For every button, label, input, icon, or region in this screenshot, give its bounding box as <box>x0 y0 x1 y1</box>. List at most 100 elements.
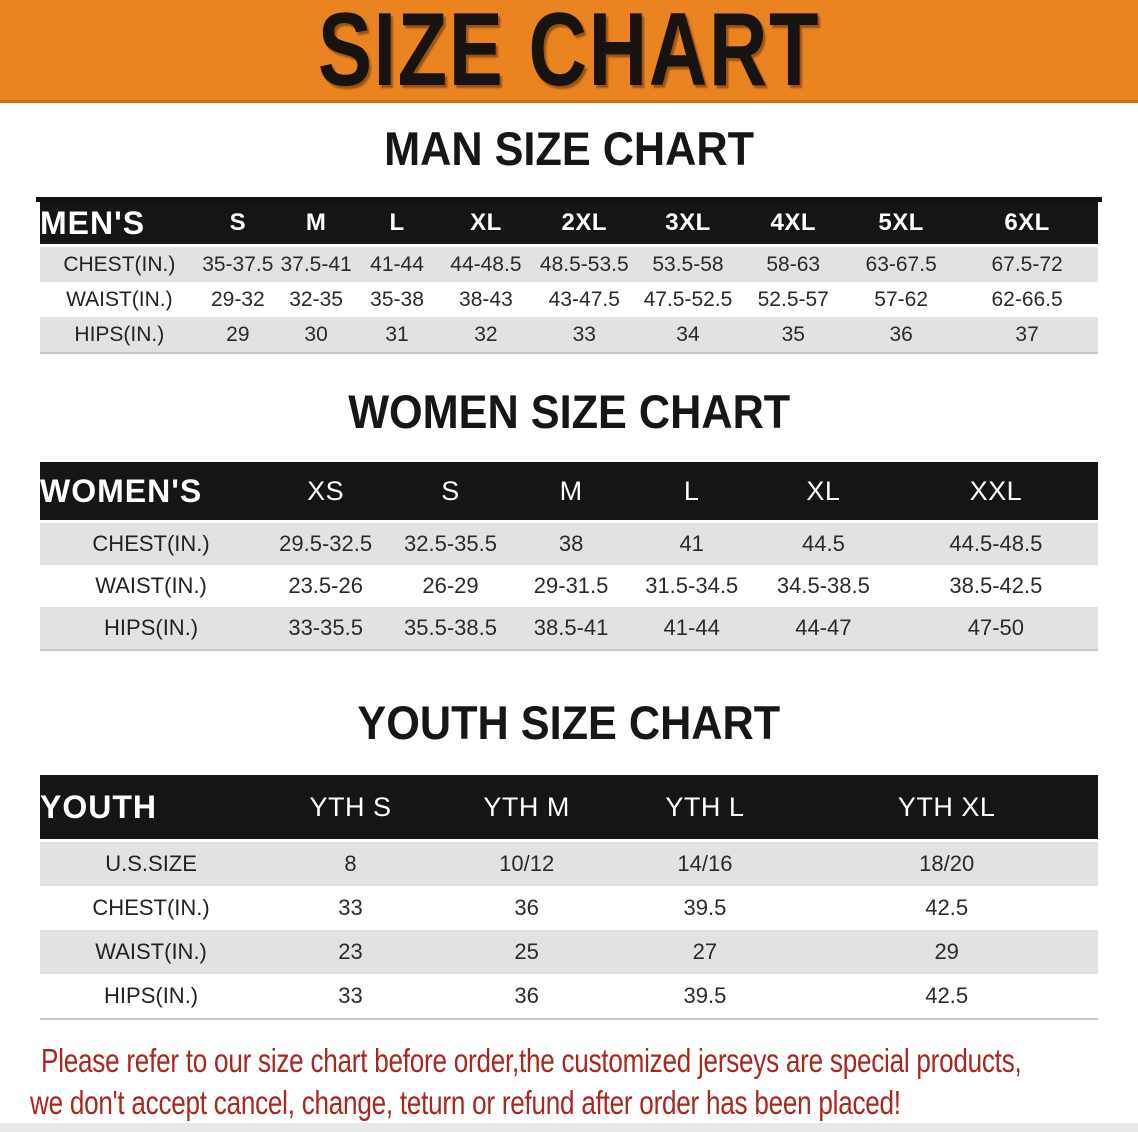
size-value-cell: 29 <box>795 930 1098 974</box>
youth-hips-row: HIPS(IN.) 33 36 39.5 42.5 <box>40 974 1098 1018</box>
bottom-strip <box>0 1123 1138 1132</box>
size-value-cell: 14/16 <box>614 842 796 886</box>
men-size-col-header: 5XL <box>846 202 957 247</box>
youth-size-col-header: YTH S <box>262 775 439 842</box>
size-value-cell: 35-37.5 <box>198 247 277 282</box>
size-value-cell: 44.5-48.5 <box>893 523 1098 565</box>
size-value-cell: 29.5-32.5 <box>262 523 390 565</box>
women-table-label: WOMEN'S <box>40 462 263 523</box>
men-header-row: MEN'S S M L XL 2XL 3XL 4XL 5XL 6XL <box>40 202 1098 247</box>
size-value-cell: 34.5-38.5 <box>753 565 894 607</box>
size-value-cell: 25 <box>438 930 615 974</box>
size-value-cell: 39.5 <box>614 886 796 930</box>
size-value-cell: 44-48.5 <box>438 247 533 282</box>
size-value-cell: 38-43 <box>438 282 533 317</box>
size-value-cell: 18/20 <box>795 842 1098 886</box>
size-value-cell: 37.5-41 <box>276 247 356 282</box>
men-size-col-header: S <box>198 202 277 247</box>
size-value-cell: 32.5-35.5 <box>389 523 512 565</box>
size-value-cell: 27 <box>614 930 796 974</box>
size-value-cell: 44.5 <box>753 523 894 565</box>
youth-chest-row: CHEST(IN.) 33 36 39.5 42.5 <box>40 886 1098 930</box>
youth-size-col-header: YTH M <box>438 775 615 842</box>
disclaimer-line-1: Please refer to our size chart before or… <box>41 1042 1022 1079</box>
size-value-cell: 48.5-53.5 <box>532 247 636 282</box>
women-waist-row: WAIST(IN.) 23.5-26 26-29 29-31.5 31.5-34… <box>40 565 1098 607</box>
size-value-cell: 42.5 <box>795 886 1098 930</box>
men-size-col-header: 6XL <box>956 202 1098 247</box>
size-value-cell: 63-67.5 <box>846 247 957 282</box>
size-value-cell: 53.5-58 <box>635 247 741 282</box>
men-size-col-header: 3XL <box>635 202 741 247</box>
measure-row-label: U.S.SIZE <box>40 842 263 886</box>
size-value-cell: 10/12 <box>438 842 615 886</box>
women-size-col-header: XL <box>753 462 894 523</box>
youth-waist-row: WAIST(IN.) 23 25 27 29 <box>40 930 1098 974</box>
size-value-cell: 32 <box>438 317 533 352</box>
women-size-table: WOMEN'S XS S M L XL XXL CHEST(IN.) 29.5-… <box>40 462 1098 651</box>
size-value-cell: 30 <box>276 317 356 352</box>
size-value-cell: 39.5 <box>614 974 796 1018</box>
youth-section-heading: YOUTH SIZE CHART <box>357 696 781 749</box>
size-value-cell: 52.5-57 <box>740 282 847 317</box>
size-value-cell: 31 <box>355 317 439 352</box>
size-value-cell: 38.5-42.5 <box>893 565 1098 607</box>
measure-row-label: HIPS(IN.) <box>40 317 199 352</box>
men-chest-row: CHEST(IN.) 35-37.5 37.5-41 41-44 44-48.5… <box>40 247 1098 282</box>
size-value-cell: 36 <box>438 886 615 930</box>
size-value-cell: 26-29 <box>389 565 512 607</box>
measure-row-label: WAIST(IN.) <box>40 565 263 607</box>
size-value-cell: 33 <box>262 974 439 1018</box>
size-value-cell: 62-66.5 <box>956 282 1098 317</box>
youth-size-table: YOUTH YTH S YTH M YTH L YTH XL U.S.SIZE … <box>40 775 1098 1020</box>
men-waist-row: WAIST(IN.) 29-32 32-35 35-38 38-43 43-47… <box>40 282 1098 317</box>
men-size-col-header: 4XL <box>740 202 847 247</box>
size-value-cell: 41 <box>630 523 754 565</box>
size-value-cell: 33-35.5 <box>262 607 390 649</box>
men-size-col-header: XL <box>438 202 533 247</box>
measure-row-label: CHEST(IN.) <box>40 523 263 565</box>
size-value-cell: 23 <box>262 930 439 974</box>
men-table-top-rule <box>36 197 1102 202</box>
size-value-cell: 38.5-41 <box>511 607 631 649</box>
size-value-cell: 47.5-52.5 <box>635 282 741 317</box>
youth-size-col-header: YTH L <box>614 775 796 842</box>
measure-row-label: WAIST(IN.) <box>40 930 263 974</box>
measure-row-label: HIPS(IN.) <box>40 607 263 649</box>
men-hips-row: HIPS(IN.) 29 30 31 32 33 34 35 36 37 <box>40 317 1098 352</box>
youth-header-row: YOUTH YTH S YTH M YTH L YTH XL <box>40 775 1098 842</box>
size-value-cell: 44-47 <box>753 607 894 649</box>
size-value-cell: 35.5-38.5 <box>389 607 512 649</box>
women-section-heading: WOMEN SIZE CHART <box>347 385 790 438</box>
size-value-cell: 29 <box>198 317 277 352</box>
size-value-cell: 36 <box>846 317 957 352</box>
size-value-cell: 29-32 <box>198 282 277 317</box>
size-value-cell: 33 <box>532 317 636 352</box>
men-section-heading: MAN SIZE CHART <box>384 122 754 175</box>
size-value-cell: 35-38 <box>355 282 439 317</box>
women-size-col-header: M <box>511 462 631 523</box>
size-value-cell: 42.5 <box>795 974 1098 1018</box>
measure-row-label: WAIST(IN.) <box>40 282 199 317</box>
size-value-cell: 37 <box>956 317 1098 352</box>
women-header-row: WOMEN'S XS S M L XL XXL <box>40 462 1098 523</box>
disclaimer-line-2: we don't accept cancel, change, teturn o… <box>30 1084 901 1121</box>
size-value-cell: 58-63 <box>740 247 847 282</box>
youth-size-col-header: YTH XL <box>795 775 1098 842</box>
men-table-label: MEN'S <box>40 202 199 247</box>
banner-title: SIZE CHART <box>317 0 821 108</box>
size-value-cell: 32-35 <box>276 282 356 317</box>
size-value-cell: 34 <box>635 317 741 352</box>
size-value-cell: 36 <box>438 974 615 1018</box>
size-value-cell: 41-44 <box>630 607 754 649</box>
size-value-cell: 57-62 <box>846 282 957 317</box>
women-size-col-header: S <box>389 462 512 523</box>
size-value-cell: 43-47.5 <box>532 282 636 317</box>
youth-table-label: YOUTH <box>40 775 263 842</box>
men-size-col-header: 2XL <box>532 202 636 247</box>
measure-row-label: HIPS(IN.) <box>40 974 263 1018</box>
size-value-cell: 33 <box>262 886 439 930</box>
size-value-cell: 47-50 <box>893 607 1098 649</box>
measure-row-label: CHEST(IN.) <box>40 247 199 282</box>
